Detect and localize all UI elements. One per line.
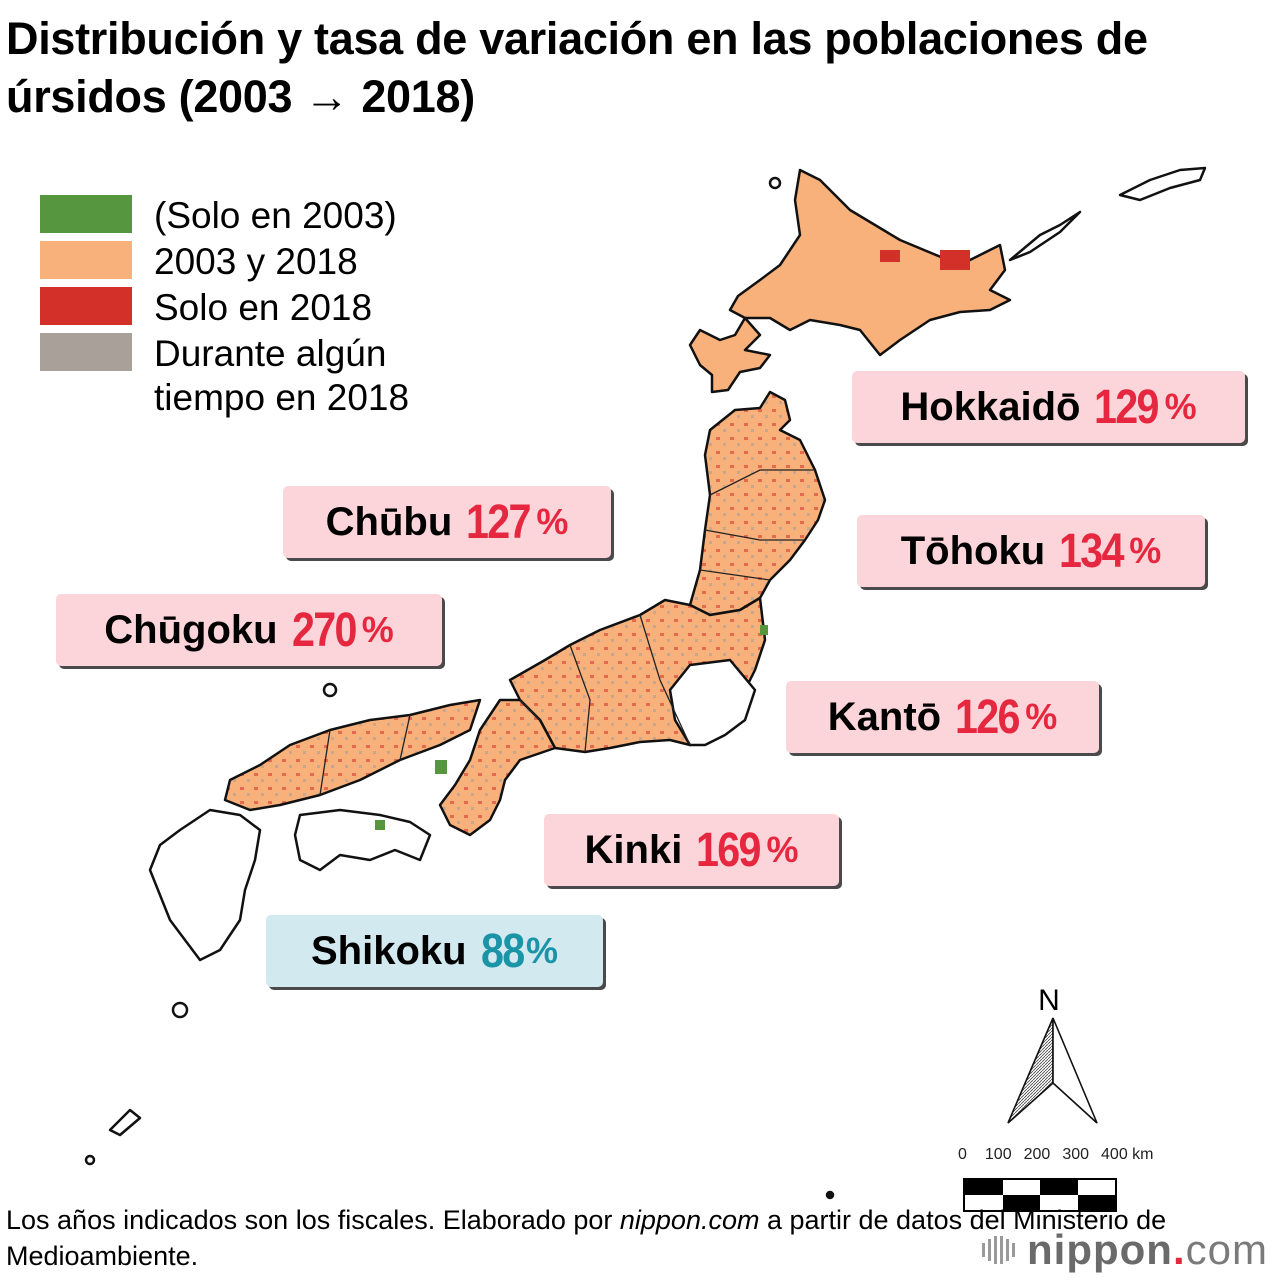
region-name: Kantō xyxy=(827,694,942,739)
region-percentage: 169 xyxy=(696,823,761,877)
legend-swatch-red xyxy=(40,287,132,325)
region-name: Kinki xyxy=(584,827,683,872)
region-percentage: 134 xyxy=(1059,524,1124,578)
legend-swatch-green xyxy=(40,195,132,233)
page-title: Distribución y tasa de variación en las … xyxy=(6,13,1148,122)
legend-item-both: 2003 y 2018 xyxy=(40,240,409,286)
logo-wordmark: nippon.com xyxy=(1027,1226,1268,1274)
footnote-text: a partir de datos del Ministerio de Medi… xyxy=(6,1205,1167,1271)
region-name: Tōhoku xyxy=(900,528,1046,573)
chugoku-region xyxy=(223,698,482,812)
region-name: Shikoku xyxy=(311,928,467,973)
legend-label: Solo en 2018 xyxy=(154,287,373,328)
legend-label: Durante algún tiempo en 2018 xyxy=(154,333,410,418)
region-name: Chūbu xyxy=(325,499,453,544)
percent-sign: % xyxy=(536,501,569,542)
region-badge-kanto: Kantō 126 % xyxy=(786,681,1099,753)
region-percentage: 88 xyxy=(480,924,525,978)
percent-sign: % xyxy=(1129,530,1162,571)
logo-dot: . xyxy=(1172,1226,1186,1273)
region-percentage: 126 xyxy=(955,690,1020,744)
percent-sign: % xyxy=(766,829,799,870)
kyushu-island xyxy=(148,808,262,962)
tohoku-region xyxy=(688,390,827,617)
region-badge-hokkaido: Hokkaidō 129 % xyxy=(852,371,1245,443)
legend-swatch-gray xyxy=(40,333,132,371)
legend-item-solo-2003: (Solo en 2003) xyxy=(40,194,409,240)
scale-tick: 0 xyxy=(958,1146,967,1163)
legend-item-sometime-2018: Durante algún tiempo en 2018 xyxy=(40,332,409,424)
compass-label: N xyxy=(1038,984,1060,1017)
region-badge-shikoku: Shikoku 88 % xyxy=(266,915,603,987)
footnote-source: nippon.com xyxy=(619,1205,760,1235)
region-badge-chugoku: Chūgoku 270 % xyxy=(56,594,442,666)
oshima-peninsula xyxy=(688,316,772,394)
logo-word: nippon xyxy=(1027,1226,1173,1273)
legend-item-solo-2018: Solo en 2018 xyxy=(40,286,409,332)
legend-label: 2003 y 2018 xyxy=(154,241,358,282)
japan-map xyxy=(84,166,1207,1200)
scale-labels: 0 100 200 300 400 km xyxy=(958,1146,1153,1164)
legend: (Solo en 2003) 2003 y 2018 Solo en 2018 … xyxy=(40,194,409,424)
kinki-region xyxy=(438,698,557,837)
footnote: Los años indicados son los fiscales. Ela… xyxy=(6,1202,1280,1274)
logo-bars-icon xyxy=(982,1236,1015,1264)
region-name: Chūgoku xyxy=(104,607,278,652)
region-badge-tohoku: Tōhoku 134 % xyxy=(857,515,1205,587)
scale-bar xyxy=(963,1178,1117,1212)
region-name: Hokkaidō xyxy=(900,384,1081,429)
scale-tick: 100 xyxy=(984,1146,1012,1163)
footnote-text: Los años indicados son los fiscales. Ela… xyxy=(6,1205,620,1235)
logo-suffix: com xyxy=(1185,1226,1268,1273)
percent-sign: % xyxy=(361,609,394,650)
shikoku-island xyxy=(293,808,432,872)
hokkaido-island xyxy=(728,168,1012,357)
region-percentage: 129 xyxy=(1094,380,1159,434)
percent-sign: % xyxy=(525,930,558,971)
percent-sign: % xyxy=(1164,386,1197,427)
region-percentage: 127 xyxy=(466,495,531,549)
legend-swatch-orange xyxy=(40,241,132,279)
scale-tick: 200 xyxy=(1023,1146,1051,1163)
north-arrow-icon: N xyxy=(1007,984,1098,1124)
percent-sign: % xyxy=(1025,696,1058,737)
scale-tick: 400 km xyxy=(1101,1146,1154,1163)
scale-tick: 300 xyxy=(1062,1146,1090,1163)
kanto-plain xyxy=(668,658,757,747)
legend-label: (Solo en 2003) xyxy=(154,195,397,236)
region-badge-kinki: Kinki 169 % xyxy=(544,814,839,886)
nippon-logo: nippon.com xyxy=(982,1226,1268,1274)
region-badge-chubu: Chūbu 127 % xyxy=(283,486,611,558)
region-percentage: 270 xyxy=(291,603,357,657)
